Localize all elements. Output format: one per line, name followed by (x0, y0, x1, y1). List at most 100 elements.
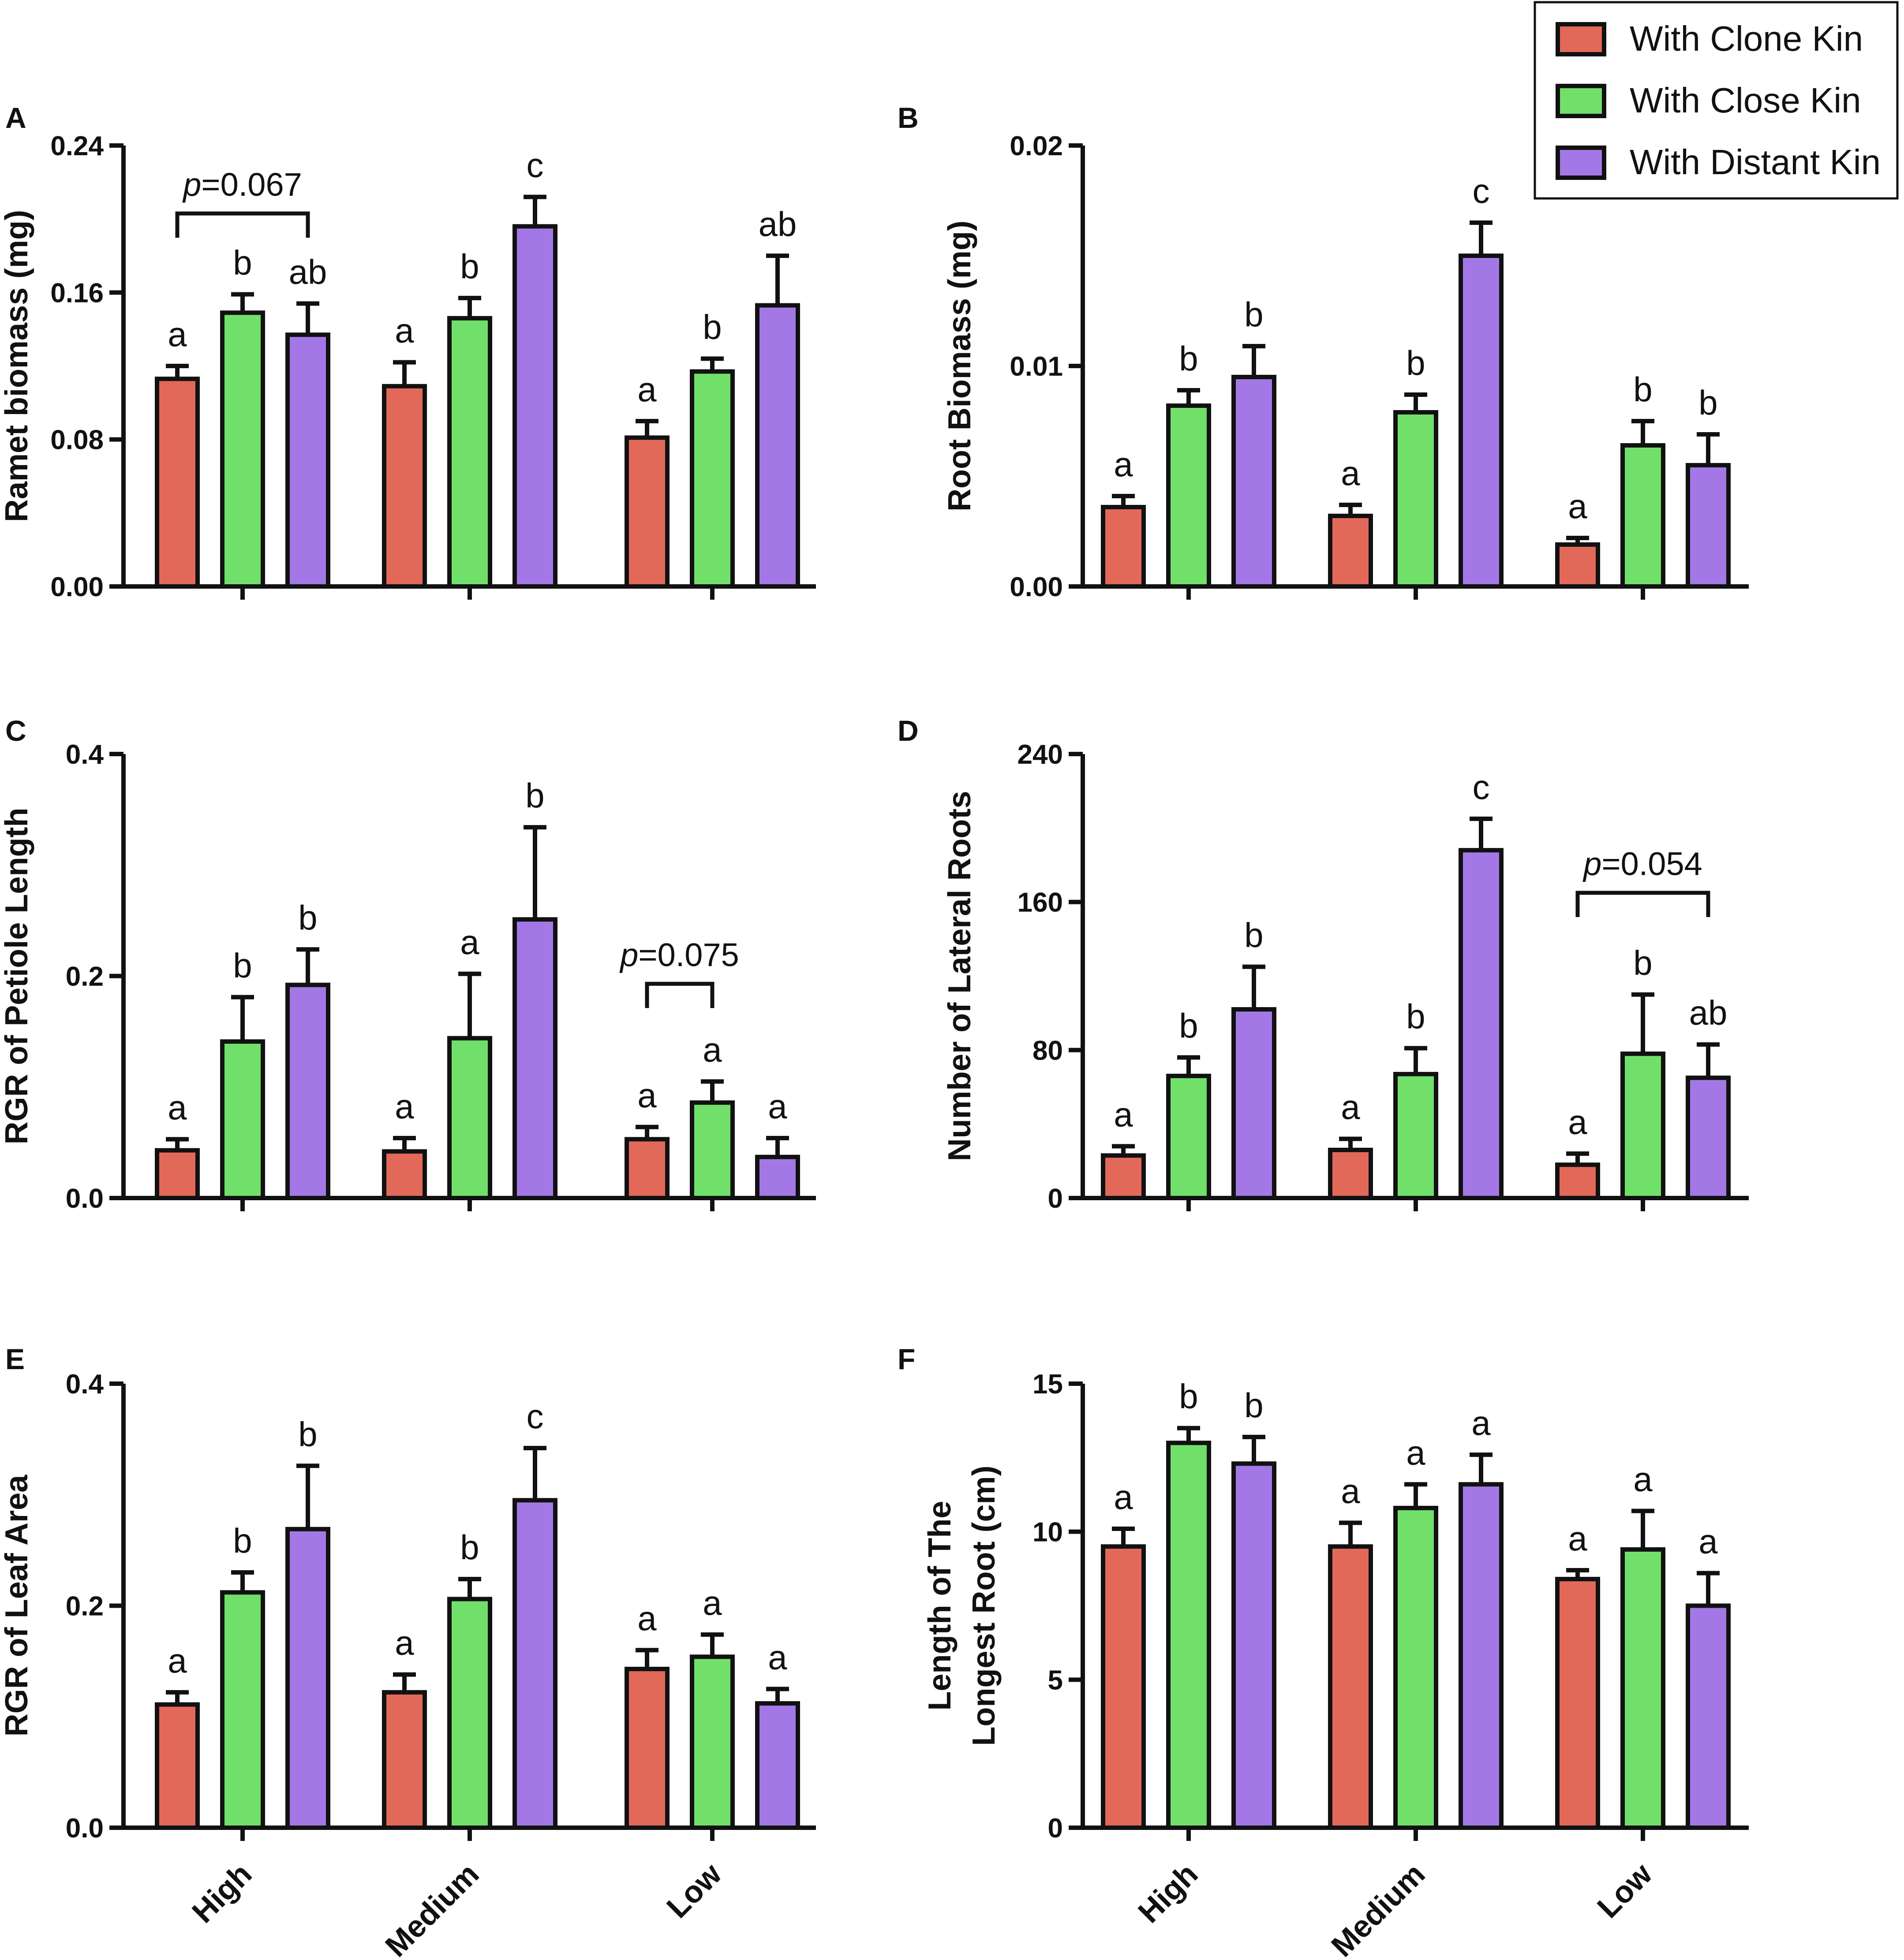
bar (1459, 848, 1504, 1200)
significance-letter: a (1114, 1478, 1133, 1516)
bar (1231, 375, 1276, 589)
bar (1328, 1147, 1373, 1201)
bar (447, 316, 492, 589)
significance-letter: b (703, 307, 722, 346)
p-value-label: p=0.075 (619, 937, 739, 973)
p-value-bracket (645, 982, 714, 1008)
significance-letter: a (1633, 1460, 1653, 1499)
significance-letter: a (395, 1087, 414, 1126)
significance-letter: a (460, 922, 479, 961)
significance-letter: b (298, 1415, 317, 1453)
x-category-label: Medium (378, 1856, 485, 1960)
legend-label: With Distant Kin (1630, 142, 1881, 182)
legend-swatch (1556, 22, 1606, 56)
significance-letter: a (1341, 454, 1360, 493)
x-category-label: High (185, 1856, 258, 1929)
significance-letter: a (168, 1088, 187, 1127)
p-symbol: p (182, 166, 201, 203)
x-category-label: Medium (1324, 1856, 1431, 1960)
bar (1459, 1482, 1504, 1830)
significance-letter: a (1471, 1404, 1491, 1442)
significance-letter: b (460, 247, 479, 286)
bar (447, 1036, 492, 1200)
y-tick-label: 240 (1017, 739, 1063, 770)
significance-letter: b (525, 776, 544, 815)
significance-letter: a (703, 1583, 722, 1622)
legend-swatch (1556, 146, 1606, 180)
bar (1555, 1577, 1600, 1830)
significance-letter: a (1568, 487, 1587, 526)
legend-label: With Close Kin (1630, 81, 1861, 120)
significance-letter: a (703, 1030, 722, 1069)
bar (1620, 443, 1665, 589)
y-tick-label: 15 (1032, 1369, 1063, 1400)
y-tick-label: 80 (1032, 1035, 1063, 1066)
bar (382, 1690, 427, 1830)
significance-letter: b (1244, 295, 1263, 334)
bar (1555, 542, 1600, 589)
x-category-label: High (1131, 1856, 1204, 1929)
bar (512, 917, 557, 1200)
bar (512, 1498, 557, 1830)
y-tick-label: 0.16 (50, 278, 104, 308)
significance-letter: b (1179, 1377, 1198, 1416)
p-symbol: p (619, 937, 638, 973)
significance-letter: a (1568, 1519, 1587, 1558)
bar (625, 1666, 670, 1830)
bar (285, 982, 330, 1200)
bar (1393, 1505, 1438, 1830)
bar (1101, 1544, 1146, 1830)
bar (1620, 1051, 1665, 1201)
significance-letter: b (1179, 339, 1198, 378)
y-axis-label: Ramet biomass (mg) (0, 210, 34, 522)
significance-letter: a (1341, 1088, 1360, 1127)
bar (1555, 1162, 1600, 1201)
significance-letter: b (1698, 383, 1717, 422)
significance-letter: ab (1689, 993, 1728, 1032)
bar (382, 1149, 427, 1200)
bar (155, 1148, 200, 1201)
panel-b: B 0.00 0.01 0.02 Root Biomass (mg) a a a b b b b c b (898, 101, 1749, 602)
y-tick-label: 0.2 (66, 962, 104, 992)
panel-letter: A (5, 101, 26, 134)
significance-letter: a (168, 315, 187, 354)
legend-swatch (1556, 84, 1606, 118)
significance-letter: a (1698, 1522, 1718, 1561)
y-tick-label: 0.0 (66, 1183, 104, 1214)
panel-letter: C (5, 714, 26, 747)
bar (1393, 410, 1438, 589)
panel-c: C 0.0 0.2 0.4 RGR of Petiole Length a a a b a a b b a… (0, 714, 816, 1214)
y-tick-label: 0.08 (50, 425, 104, 455)
panel-letter: B (898, 101, 919, 134)
bar (625, 435, 670, 589)
panel-letter: F (898, 1343, 915, 1375)
y-tick-label: 160 (1017, 888, 1063, 918)
legend: With Clone Kin With Close Kin With Distant… (1534, 1, 1899, 200)
bar (447, 1597, 492, 1830)
panel-letter: D (898, 714, 919, 747)
bar (1686, 1603, 1731, 1830)
significance-letter: ab (759, 205, 797, 243)
significance-letter: a (1406, 1433, 1425, 1472)
bar (1459, 254, 1504, 589)
significance-letter: c (527, 1397, 544, 1436)
bar (755, 1154, 800, 1201)
y-tick-label: 0 (1048, 1813, 1063, 1844)
significance-letter: a (637, 370, 657, 409)
bar (1166, 1441, 1211, 1830)
significance-letter: b (1406, 343, 1425, 382)
y-tick-label: 5 (1048, 1665, 1063, 1695)
y-tick-label: 0.4 (66, 739, 104, 770)
p-value-label: p=0.067 (182, 166, 302, 203)
bar (512, 224, 557, 589)
panel-letter: E (5, 1343, 25, 1375)
significance-letter: b (1406, 997, 1425, 1036)
y-axis-label: Length of The (922, 1501, 958, 1711)
significance-letter: c (1473, 768, 1490, 806)
bar (1231, 1007, 1276, 1200)
significance-letter: a (168, 1641, 187, 1680)
y-tick-label: 0.00 (50, 572, 104, 602)
bar (1101, 1153, 1146, 1201)
